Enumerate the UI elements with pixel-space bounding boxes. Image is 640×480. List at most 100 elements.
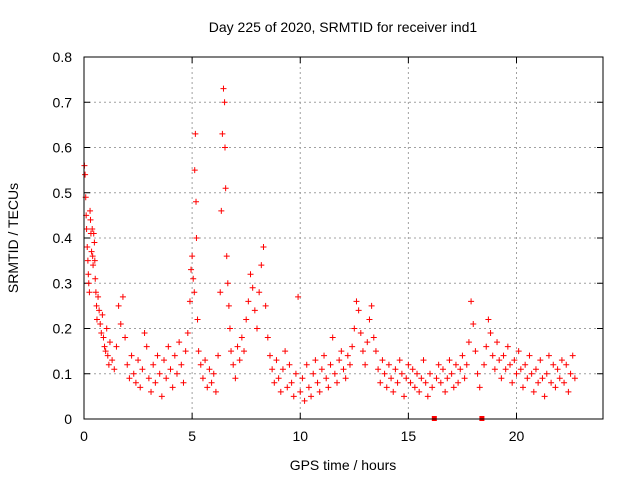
data-point xyxy=(368,302,375,309)
data-point xyxy=(385,361,392,368)
data-point xyxy=(396,357,403,364)
data-point xyxy=(204,384,211,391)
data-point xyxy=(370,334,377,341)
data-point xyxy=(569,352,576,359)
data-point xyxy=(98,330,105,337)
data-point xyxy=(372,348,379,355)
data-point xyxy=(344,352,351,359)
data-point xyxy=(530,388,537,395)
data-point xyxy=(191,167,198,174)
data-point xyxy=(122,334,129,341)
data-point xyxy=(126,375,133,382)
y-tick-label: 0.4 xyxy=(53,230,73,246)
data-point xyxy=(346,361,353,368)
data-point xyxy=(190,275,197,282)
data-point xyxy=(277,388,284,395)
data-point xyxy=(297,388,304,395)
data-point xyxy=(336,357,343,364)
data-point xyxy=(86,289,93,296)
data-point xyxy=(442,388,449,395)
data-point xyxy=(186,298,193,305)
data-point xyxy=(273,357,280,364)
data-point xyxy=(82,171,89,178)
data-point xyxy=(483,343,490,350)
data-point xyxy=(554,366,561,373)
data-point xyxy=(545,352,552,359)
data-point xyxy=(135,357,142,364)
data-point xyxy=(84,244,91,251)
data-point xyxy=(329,334,336,341)
data-point xyxy=(318,366,325,373)
plot-frame xyxy=(83,56,604,420)
data-point xyxy=(472,348,479,355)
data-point xyxy=(104,352,111,359)
data-point xyxy=(84,257,91,264)
chart-title: Day 225 of 2020, SRMTID for receiver ind… xyxy=(209,19,478,35)
data-point xyxy=(543,370,550,377)
x-tick-label: 5 xyxy=(188,428,196,444)
data-point xyxy=(130,370,137,377)
data-point xyxy=(357,330,364,337)
data-point xyxy=(327,361,334,368)
data-point xyxy=(351,325,358,332)
data-point xyxy=(113,343,120,350)
data-point xyxy=(218,207,225,214)
data-point xyxy=(256,289,263,296)
data-point xyxy=(83,225,90,232)
data-point xyxy=(299,375,306,382)
data-point xyxy=(180,379,187,386)
data-point xyxy=(260,244,267,251)
y-tick-label: 0.3 xyxy=(53,275,73,291)
data-point xyxy=(189,253,196,260)
data-point xyxy=(468,298,475,305)
x-axis-label: GPS time / hours xyxy=(290,457,397,473)
data-point xyxy=(494,339,501,346)
data-point xyxy=(238,334,245,341)
data-point xyxy=(158,393,165,400)
data-point xyxy=(193,198,200,205)
data-point xyxy=(89,253,96,260)
data-point xyxy=(176,339,183,346)
data-point xyxy=(243,316,250,323)
data-point xyxy=(103,325,110,332)
data-point xyxy=(321,352,328,359)
data-point xyxy=(247,271,254,278)
data-point xyxy=(325,384,332,391)
data-point xyxy=(262,302,269,309)
data-point xyxy=(420,357,427,364)
data-point xyxy=(284,384,291,391)
data-point xyxy=(355,307,362,314)
data-point xyxy=(279,366,286,373)
data-point xyxy=(489,352,496,359)
data-point xyxy=(152,379,159,386)
data-point xyxy=(92,289,99,296)
data-point xyxy=(88,248,95,255)
data-point xyxy=(331,370,338,377)
data-point xyxy=(137,384,144,391)
data-point xyxy=(161,357,168,364)
data-point xyxy=(87,216,94,223)
data-point xyxy=(450,384,457,391)
data-point xyxy=(383,384,390,391)
data-point xyxy=(236,357,243,364)
data-point xyxy=(422,379,429,386)
data-point xyxy=(439,366,446,373)
data-point xyxy=(215,352,222,359)
data-point xyxy=(264,334,271,341)
data-point xyxy=(556,375,563,382)
data-point xyxy=(433,375,440,382)
data-point xyxy=(290,393,297,400)
data-point xyxy=(452,361,459,368)
data-point xyxy=(314,379,321,386)
data-point xyxy=(390,388,397,395)
data-point xyxy=(251,307,258,314)
data-point xyxy=(221,144,228,151)
data-point xyxy=(379,357,386,364)
data-point xyxy=(100,334,107,341)
data-point xyxy=(148,388,155,395)
data-point xyxy=(500,352,507,359)
data-point xyxy=(224,280,231,287)
data-point xyxy=(535,379,542,386)
data-point xyxy=(171,352,178,359)
